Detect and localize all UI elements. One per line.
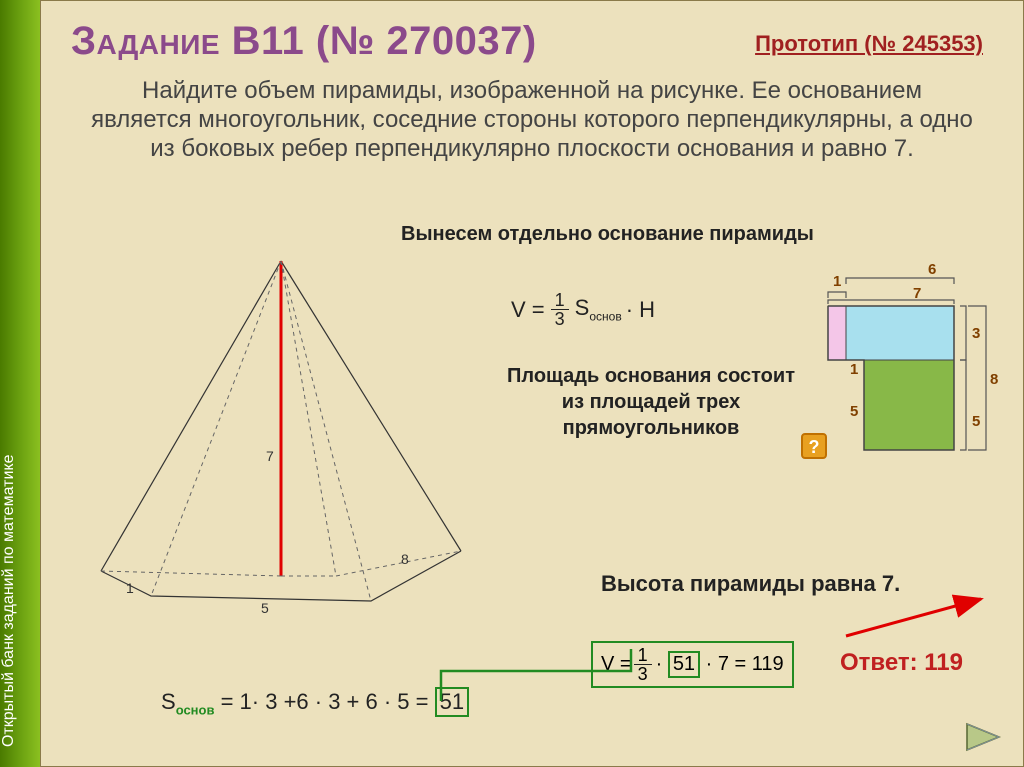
f1-rhs: · H [626, 297, 655, 323]
f1-frac: 1 3 [551, 291, 569, 328]
problem-text: Найдите объем пирамиды, изображенной на … [91, 77, 973, 163]
answer: Ответ: 119 [840, 649, 963, 677]
sidebar: Открытый банк заданий по математике [0, 0, 40, 767]
dim-r5: 5 [972, 413, 980, 430]
label-1: 1 [126, 580, 134, 596]
vc-boxed: 51 [668, 651, 700, 678]
slide-body: Задание В11 (№ 270037) Прототип (№ 24535… [40, 0, 1024, 767]
arrow-to-height [841, 591, 991, 641]
caption-area: Площадь основания состоит из площадей тр… [501, 363, 801, 441]
volume-formula: V = 1 3 Sоснов · H [511, 291, 655, 328]
dim-top-7: 7 [913, 285, 921, 302]
f1-lhs: V = [511, 297, 545, 323]
f1-s: Sоснов [575, 295, 622, 323]
dim-inner-5: 5 [850, 403, 858, 420]
prototype-link[interactable]: Прототип (№ 245353) [755, 31, 983, 57]
dim-top-1: 1 [833, 273, 841, 290]
label-8: 8 [401, 551, 409, 567]
base-diagram: 1 5 1 6 7 3 8 5 [818, 256, 988, 526]
pyramid-figure: 7 1 5 8 [71, 241, 491, 621]
dim-r3: 3 [972, 325, 980, 342]
dim-r8: 8 [990, 371, 998, 388]
sidebar-label: Открытый банк заданий по математике [0, 455, 18, 747]
dim-inner-1: 1 [850, 361, 858, 378]
label-5: 5 [261, 600, 269, 616]
label-height: 7 [266, 448, 274, 464]
connector-green [421, 641, 651, 711]
next-button[interactable] [963, 720, 1003, 754]
slide-title: Задание В11 (№ 270037) [71, 19, 537, 64]
dim-top-6: 6 [928, 261, 936, 278]
